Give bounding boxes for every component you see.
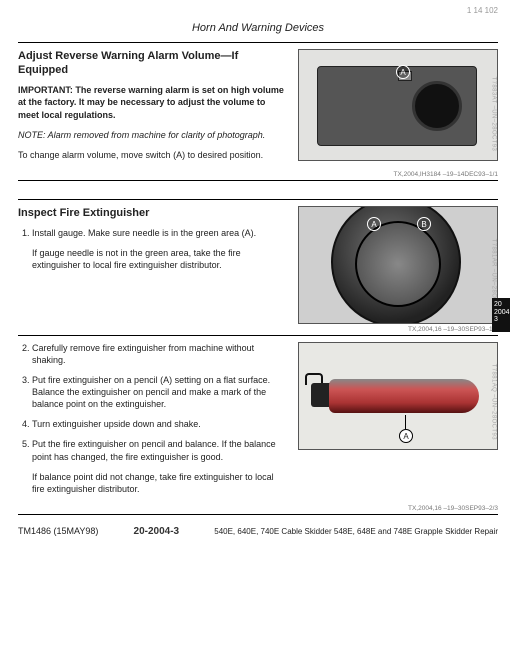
- callout-a: A: [399, 429, 413, 443]
- divider: [18, 42, 498, 43]
- step-1: Install gauge. Make sure needle is in th…: [32, 227, 286, 239]
- section-inspect-extinguisher: Inspect Fire Extinguisher Install gauge.…: [18, 206, 498, 335]
- tab-line1: 20: [494, 301, 508, 309]
- instruction-para: To change alarm volume, move switch (A) …: [18, 149, 286, 161]
- section-heading: Inspect Fire Extinguisher: [18, 206, 286, 221]
- figure-caption: TX,2004,IH3184 –19–14DEC93–1/1: [18, 171, 498, 180]
- step-4: Turn extinguisher upside down and shake.: [32, 418, 286, 430]
- step-3: Put fire extinguisher on a pencil (A) se…: [32, 374, 286, 410]
- gauge-illustration: A B: [331, 206, 461, 324]
- footer-center: 20-2004-3: [134, 525, 180, 539]
- top-page-code: 1 14 102: [18, 6, 498, 17]
- figure-caption: TX,2004,16 –19–30SEP93–2/3: [18, 505, 498, 514]
- tab-line3: 3: [494, 316, 508, 324]
- step-5-sub: If balance point did not change, take fi…: [18, 471, 286, 495]
- step-5: Put the fire extinguisher on pencil and …: [32, 438, 286, 462]
- footer-left: TM1486 (15MAY98): [18, 525, 98, 537]
- figure-alarm: A T7883AT –UN–28OCT93: [298, 49, 498, 161]
- figure-caption: TX,2004,16 –19–30SEP93–1/3: [18, 326, 498, 335]
- callout-b: B: [417, 217, 431, 231]
- section-heading: Adjust Reverse Warning Alarm Volume—If E…: [18, 49, 286, 79]
- divider: [18, 199, 498, 200]
- chapter-title: Horn And Warning Devices: [18, 19, 498, 40]
- ext-body: [329, 379, 479, 413]
- figure-gauge: A B T7881AR –UN–28OCT93: [298, 206, 498, 324]
- callout-a: A: [396, 65, 410, 79]
- step-text: Install gauge. Make sure needle is in th…: [32, 228, 256, 238]
- important-note: IMPORTANT: The reverse warning alarm is …: [18, 84, 286, 120]
- tab-line2: 2004: [494, 309, 508, 317]
- alarm-device-illustration: A: [317, 66, 477, 146]
- page-footer: TM1486 (15MAY98) 20-2004-3 540E, 640E, 7…: [18, 525, 498, 539]
- figure-extinguisher: A T7881AQ –UN–28OCT93: [298, 342, 498, 450]
- important-label: IMPORTANT:: [18, 85, 73, 95]
- page-tab: 20 2004 3: [492, 298, 510, 332]
- footer-right: 540E, 640E, 740E Cable Skidder 548E, 648…: [214, 527, 498, 538]
- step-1-sub: If gauge needle is not in the green area…: [18, 247, 286, 271]
- image-code: T7883AT –UN–28OCT93: [489, 76, 497, 151]
- image-code: T7881AQ –UN–28OCT93: [489, 364, 497, 440]
- divider: [18, 335, 498, 336]
- manual-page: 1 14 102 Horn And Warning Devices Adjust…: [0, 0, 510, 542]
- note-text: NOTE: Alarm removed from machine for cla…: [18, 129, 286, 141]
- section-adjust-alarm: Adjust Reverse Warning Alarm Volume—If E…: [18, 49, 498, 180]
- divider: [18, 514, 498, 515]
- callout-a: A: [367, 217, 381, 231]
- step-2: Carefully remove fire extinguisher from …: [32, 342, 286, 366]
- section-extinguisher-balance: Carefully remove fire extinguisher from …: [18, 342, 498, 514]
